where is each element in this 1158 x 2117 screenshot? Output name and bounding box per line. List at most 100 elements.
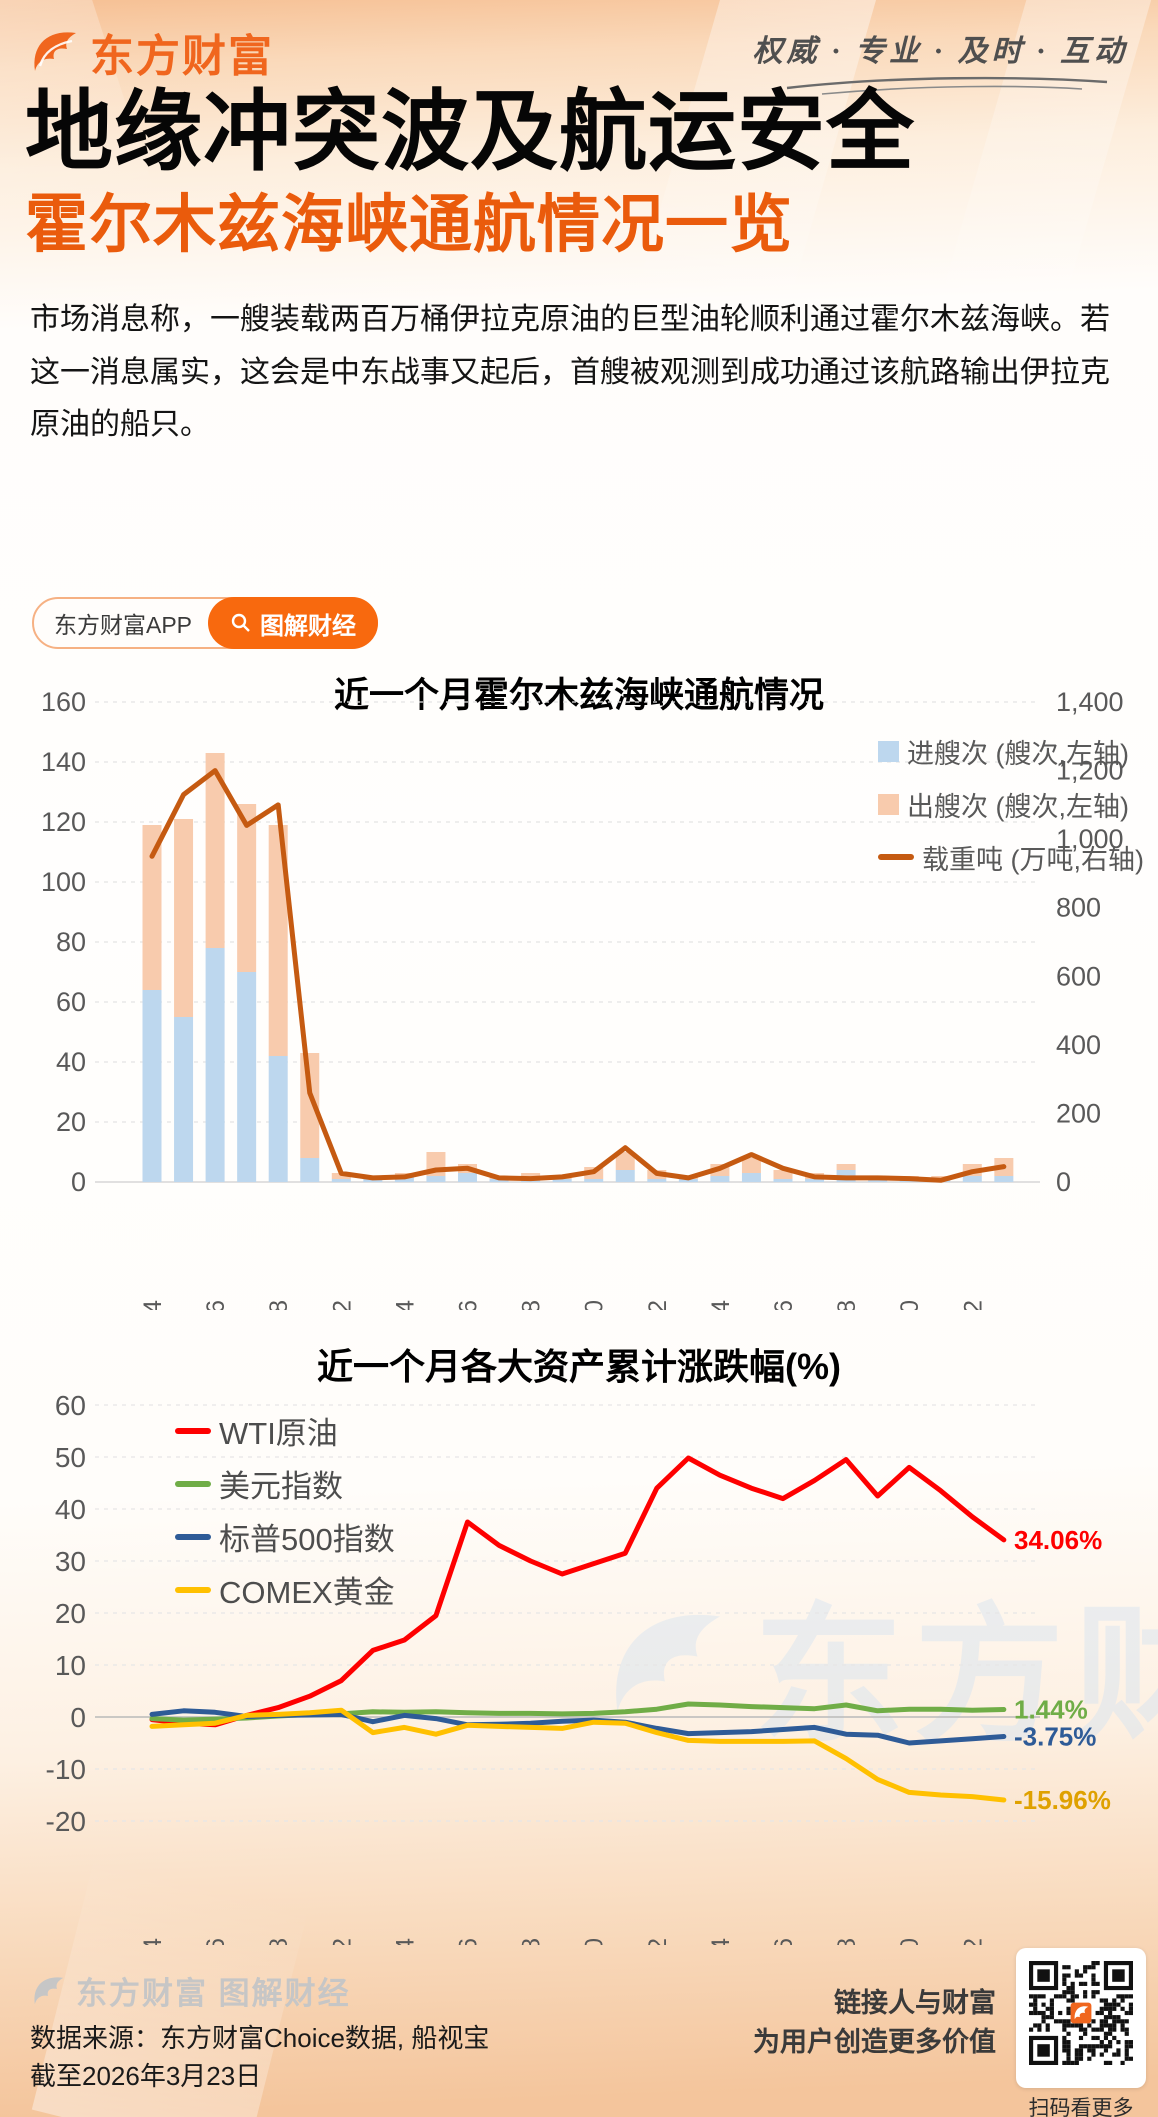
legend-line-swatch — [175, 1533, 211, 1540]
bar-inbound — [805, 1179, 825, 1182]
right-axis-tick: 1,400 — [1056, 687, 1124, 717]
legend-item: 美元指数 — [175, 1463, 395, 1504]
bar-inbound — [615, 1170, 635, 1182]
assets-chart-section: 东方财富 近一个月各大资产累计涨跌幅(%) 6050403020100-10-2… — [0, 1310, 1158, 1945]
bar-outbound — [142, 825, 162, 990]
legend-item: 进艘次 (艘次,左轴) — [878, 731, 1144, 771]
series-line-WTI原油 — [149, 1455, 1007, 1728]
eastmoney-leaf-icon — [34, 32, 76, 71]
bar-inbound — [237, 972, 257, 1182]
x-axis-tick: 03-18 — [833, 1300, 861, 1310]
footer-tagline-1: 链接人与财富 — [834, 1988, 996, 2018]
legend-item: 载重吨 (万吨,右轴) — [878, 837, 1144, 877]
qr-code[interactable] — [1016, 1948, 1146, 2088]
series-line-COMEX黄金 — [149, 1707, 1007, 1803]
x-axis-tick: 03-06 — [455, 1300, 483, 1310]
chart2-title: 近一个月各大资产累计涨跌幅(%) — [317, 1346, 841, 1387]
data-source-line: 数据来源：东方财富Choice数据, 船视宝 — [30, 2023, 490, 2053]
bar-inbound — [773, 1179, 793, 1182]
x-axis-tick: 03-18 — [833, 1938, 861, 1945]
bar-inbound — [868, 1179, 888, 1182]
footer: 东方财富 图解财经 数据来源：东方财富Choice数据, 船视宝 截至2026年… — [0, 1940, 1158, 2117]
chart1-title: 近一个月霍尔木兹海峡通航情况 — [333, 676, 824, 715]
legend-line-swatch — [175, 1480, 211, 1487]
legend-line-swatch — [175, 1427, 211, 1434]
x-axis-tick: 03-12 — [644, 1300, 672, 1310]
deadweight-line — [149, 768, 1007, 1183]
bar-inbound — [174, 1017, 194, 1182]
app-badge-label: 东方财富APP — [54, 612, 193, 638]
bar-inbound — [363, 1179, 383, 1182]
left-axis-tick: 0 — [71, 1167, 86, 1197]
y-axis-tick: -10 — [46, 1754, 86, 1785]
page-title: 地缘冲突波及航运安全 — [25, 82, 916, 181]
column-pill[interactable]: 图解财经 — [208, 597, 379, 649]
bar-inbound — [300, 1158, 320, 1182]
y-axis-tick: 50 — [55, 1442, 86, 1473]
legend-color-swatch — [878, 793, 899, 815]
qr-caption: 扫码看更多 — [1028, 2097, 1134, 2117]
x-axis-tick: 03-10 — [581, 1938, 609, 1945]
left-axis-tick: 120 — [41, 807, 86, 837]
legend-label: COMEX黄金 — [219, 1575, 395, 1610]
shipping-chart: 1601401201008060402001,4001,2001,0008006… — [41, 687, 1124, 1310]
x-axis-tick: 02-28 — [265, 1938, 293, 1945]
legend-item: COMEX黄金 — [175, 1569, 395, 1610]
bar-outbound — [773, 1170, 793, 1179]
brand-slogan: 权威 · 专业 · 及时 · 互动 — [752, 35, 1128, 68]
bar-inbound — [584, 1179, 604, 1182]
bar-outbound — [237, 804, 257, 972]
left-axis-tick: 20 — [56, 1107, 86, 1137]
chart1-legend: 进艘次 (艘次,左轴) 出艘次 (艘次,左轴) 载重吨 (万吨,右轴) — [878, 731, 1144, 877]
y-axis-tick: 40 — [55, 1494, 86, 1525]
x-axis-tick: 02-26 — [202, 1300, 230, 1310]
series-end-value: 1.44% — [1014, 1695, 1088, 1725]
left-axis-tick: 160 — [41, 687, 86, 717]
x-axis-tick: 02-24 — [139, 1938, 167, 1945]
x-axis-tick: 03-14 — [707, 1300, 735, 1310]
y-axis-tick: 10 — [55, 1650, 86, 1681]
legend-item: 出艘次 (艘次,左轴) — [878, 784, 1144, 824]
x-axis-tick: 03-20 — [896, 1300, 924, 1310]
bar-outbound — [300, 1053, 320, 1158]
search-icon — [231, 613, 250, 632]
bar-inbound — [331, 1179, 351, 1182]
left-axis-tick: 60 — [56, 987, 86, 1017]
bar-inbound — [962, 1176, 982, 1182]
bar-inbound — [710, 1176, 730, 1182]
x-axis-tick: 03-06 — [455, 1938, 483, 1945]
legend-color-swatch — [878, 740, 899, 762]
bar-inbound — [268, 1056, 288, 1182]
right-axis-tick: 400 — [1056, 1030, 1101, 1060]
x-axis-tick: 03-08 — [518, 1938, 546, 1945]
x-axis-tick: 02-26 — [202, 1938, 230, 1945]
bar-outbound — [521, 1173, 541, 1179]
right-axis-tick: 800 — [1056, 893, 1101, 923]
x-axis-tick: 03-10 — [581, 1300, 609, 1310]
assets-chart: 60 50 40 30 20 10 0 -10 -20 34.06% 1.44%-3.75% -15.… — [46, 1390, 1111, 1945]
x-axis-tick: 03-08 — [518, 1300, 546, 1310]
footer-taglines: 链接人与财富 为用户创造更多价值 — [753, 1984, 996, 2062]
x-axis-tick: 03-20 — [896, 1938, 924, 1945]
app-badge[interactable]: 东方财富APP 图解财经 — [32, 597, 379, 649]
series-end-value: -15.96% — [1014, 1785, 1111, 1815]
legend-label: 出艘次 (艘次,左轴) — [907, 791, 1129, 822]
legend-label: WTI原油 — [219, 1416, 338, 1451]
footer-brand: 东方财富 图解财经 — [30, 1968, 351, 2013]
bar-outbound — [615, 1152, 635, 1170]
page-subtitle: 霍尔木兹海峡通航情况一览 — [25, 190, 793, 260]
bar-inbound — [142, 990, 162, 1182]
left-axis-tick: 100 — [41, 867, 86, 897]
intro-paragraph: 市场消息称，一艘装载两百万桶伊拉克原油的巨型油轮顺利通过霍尔木兹海峡。若这一消息… — [30, 303, 1110, 441]
brand-logo: 东方财富 — [28, 20, 274, 84]
left-axis-tick: 140 — [41, 747, 86, 777]
qr-code-image — [1029, 1961, 1133, 2065]
x-axis-tick: 02-28 — [265, 1300, 293, 1310]
shipping-chart-section: 东方财富 近一个月霍尔木兹海峡通航情况 16014012010080604020… — [0, 655, 1158, 1760]
slogan-swoosh-line — [786, 76, 1108, 95]
left-axis-tick: 40 — [56, 1047, 86, 1077]
legend-line-swatch — [175, 1586, 211, 1593]
bar-outbound — [331, 1173, 351, 1179]
footer-brand-text: 东方财富 图解财经 — [76, 1976, 351, 2011]
x-axis-tick: 03-22 — [959, 1938, 987, 1945]
